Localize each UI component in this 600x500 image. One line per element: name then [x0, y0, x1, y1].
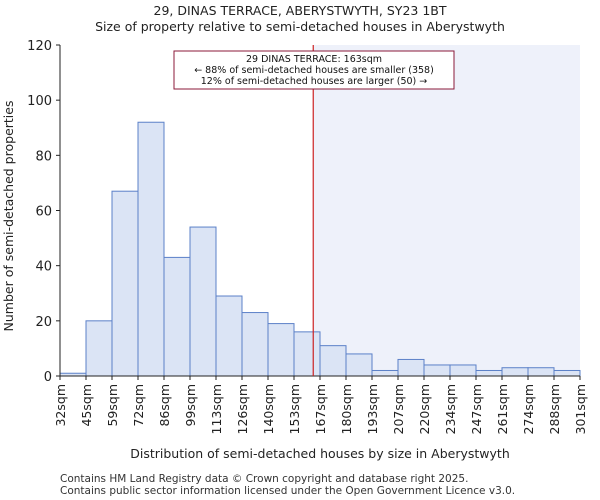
bar-261sqm [501, 367, 529, 377]
x-tick-label: 32sqm [53, 384, 68, 427]
y-tick-label: 120 [27, 39, 52, 54]
x-tick-label: 247sqm [469, 384, 484, 434]
bar-193sqm [371, 369, 399, 377]
x-tick-label: 72sqm [131, 384, 146, 427]
y-tick-label: 80 [35, 149, 52, 164]
x-tick-label: 274sqm [521, 384, 536, 434]
bar-99sqm [189, 226, 217, 377]
x-tick-label: 45sqm [79, 384, 94, 427]
x-tick-label: 167sqm [313, 384, 328, 434]
bar-153sqm [293, 331, 321, 377]
x-tick-label: 180sqm [339, 384, 354, 434]
x-tick-label: 288sqm [547, 384, 562, 434]
y-axis-title: Number of semi-detached properties [1, 101, 16, 332]
chart-title: 29, DINAS TERRACE, ABERYSTWYTH, SY23 1BT [153, 3, 447, 18]
x-tick-label: 86sqm [157, 384, 172, 427]
x-tick-label: 140sqm [261, 384, 276, 434]
x-tick-label: 234sqm [443, 384, 458, 434]
x-tick-label: 113sqm [209, 384, 224, 434]
bar-220sqm [423, 364, 451, 377]
x-tick-label: 261sqm [495, 384, 510, 434]
bar-113sqm [215, 295, 243, 377]
annotation-line-1: 29 DINAS TERRACE: 163sqm [246, 54, 382, 65]
bar-86sqm [163, 256, 191, 377]
x-tick-label: 99sqm [183, 384, 198, 427]
bar-45sqm [85, 320, 113, 377]
y-tick-label: 60 [35, 205, 52, 220]
bar-59sqm [111, 190, 139, 377]
x-axis-title: Distribution of semi-detached houses by … [130, 446, 510, 461]
x-tick-label: 301sqm [573, 384, 588, 434]
annotation-line-3: 12% of semi-detached houses are larger (… [201, 76, 428, 87]
bar-288sqm [553, 369, 581, 377]
x-tick-label: 153sqm [287, 384, 302, 434]
footer-line-1: Contains HM Land Registry data © Crown c… [60, 473, 469, 485]
x-tick-label: 207sqm [391, 384, 406, 434]
bar-207sqm [397, 358, 425, 377]
bar-274sqm [527, 367, 555, 377]
annotation-box [173, 50, 455, 90]
histogram-chart: 0 20 40 60 80 100 120 32sqm 45sqm 59sqm 72sqm 86sqm… [1, 39, 588, 461]
y-tick-label: 20 [35, 315, 52, 330]
chart-subtitle: Size of property relative to semi-detach… [95, 19, 505, 34]
bar-234sqm [449, 364, 477, 377]
bar-180sqm [345, 353, 373, 377]
bar-126sqm [241, 312, 269, 377]
x-tick-label: 193sqm [365, 384, 380, 434]
x-tick-label: 59sqm [105, 384, 120, 427]
annotation-line-2: ← 88% of semi-detached houses are smalle… [194, 65, 434, 76]
bar-72sqm [137, 121, 165, 377]
x-tick-label: 220sqm [417, 384, 432, 434]
footer-line-2: Contains public sector information licen… [60, 485, 516, 497]
bar-167sqm [319, 345, 347, 377]
y-tick-label: 0 [44, 370, 52, 385]
x-tick-label: 126sqm [235, 384, 250, 434]
larger-region-shade [313, 45, 580, 376]
bar-140sqm [267, 323, 295, 377]
bar-247sqm [475, 369, 503, 377]
y-tick-label: 40 [35, 260, 52, 275]
y-tick-label: 100 [27, 94, 52, 109]
